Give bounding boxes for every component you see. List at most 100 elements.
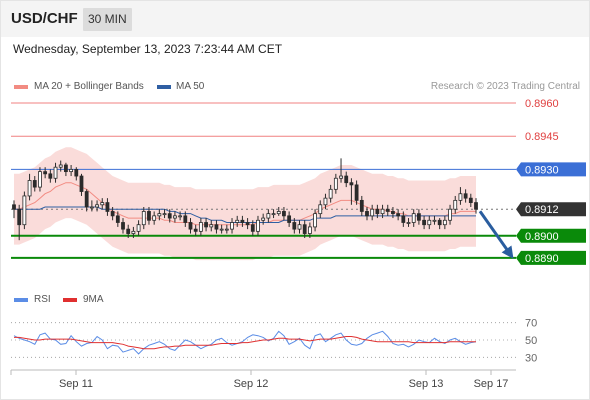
candle-body <box>380 208 385 215</box>
candle-body <box>126 228 131 234</box>
candle-body <box>359 199 364 212</box>
level-label-0.8900: 0.8900 <box>525 231 559 243</box>
level-tag-0.8912 <box>516 202 586 217</box>
candle-body <box>339 175 343 179</box>
candle-body <box>354 184 359 201</box>
ma50-legend-swatch <box>157 85 171 89</box>
candle-body <box>110 211 115 217</box>
rsi-tick-label: 70 <box>525 318 537 330</box>
forecast-arrow-head <box>501 245 514 259</box>
candle-body <box>271 213 276 216</box>
candle-body <box>349 182 354 186</box>
candle-body <box>282 211 286 217</box>
x-tick-label: Sep 13 <box>409 378 444 390</box>
candle-body <box>198 222 203 232</box>
candle-body <box>365 211 369 217</box>
candle-body <box>79 175 84 192</box>
bollinger-band <box>14 147 476 261</box>
candle-body <box>297 224 302 230</box>
rsi-legend-swatch <box>14 298 28 302</box>
candle-body <box>323 197 328 206</box>
timeframe-badge[interactable]: 30 MIN <box>83 8 132 31</box>
datetime-label: Wednesday, September 13, 2023 7:23:44 AM… <box>13 42 283 56</box>
candle-body <box>147 211 151 221</box>
candle-body <box>302 224 307 234</box>
rsi-tick-label: 50 <box>525 335 537 347</box>
candle-body <box>183 215 188 223</box>
candle-body <box>27 180 32 197</box>
candle-body <box>188 222 193 230</box>
candle-body <box>58 164 63 168</box>
candle-body <box>105 202 110 212</box>
candle-body <box>121 222 125 230</box>
symbol-title: USD/CHF <box>11 10 78 27</box>
candle-body <box>69 169 74 173</box>
rsi-ma9-line <box>14 336 476 350</box>
ma50-legend-label: MA 50 <box>176 81 205 92</box>
candle-body <box>43 171 48 175</box>
candle-body <box>468 197 473 203</box>
candle-body <box>370 208 375 217</box>
candle-body <box>375 208 380 215</box>
ma20-legend-swatch <box>14 85 28 89</box>
candle-body <box>276 211 281 215</box>
candle-body <box>12 204 16 210</box>
candle-body <box>240 219 245 223</box>
candle-body <box>453 199 458 210</box>
candle-body <box>437 219 442 226</box>
candle-body <box>256 219 260 232</box>
ma9-legend-label: 9MA <box>83 294 104 305</box>
candle-body <box>235 219 240 223</box>
level-label-0.8890: 0.8890 <box>525 253 559 265</box>
candle-body <box>115 215 120 223</box>
candle-body <box>427 219 432 226</box>
candle-body <box>193 228 198 232</box>
candle-body <box>385 208 390 212</box>
candle-body <box>406 222 411 224</box>
level-label-0.8960: 0.8960 <box>525 98 559 110</box>
candle-body <box>17 208 22 226</box>
candle-body <box>458 193 463 201</box>
candle-body <box>411 213 416 223</box>
candle-body <box>422 219 426 226</box>
candle-body <box>53 166 58 179</box>
candle-body <box>178 215 183 218</box>
candle-body <box>333 177 338 190</box>
forecast-arrow-shaft <box>478 210 512 255</box>
level-tag-0.8930 <box>516 162 586 177</box>
candle-body <box>344 175 349 184</box>
candle-body <box>162 213 167 216</box>
candle-body <box>64 164 68 173</box>
x-tick-label: Sep 11 <box>59 378 93 390</box>
candle-body <box>204 222 208 228</box>
x-tick-label: Sep 12 <box>234 378 269 390</box>
level-label-0.8930: 0.8930 <box>525 164 559 176</box>
candle-body <box>448 208 452 221</box>
x-tick-label: Sep 17 <box>474 378 509 390</box>
candle-body <box>209 224 214 228</box>
candle-body <box>266 213 271 219</box>
candle-body <box>396 213 401 217</box>
candle-body <box>152 215 157 221</box>
candle-body <box>219 228 224 231</box>
candle-body <box>432 219 437 222</box>
ma20-legend-label: MA 20 + Bollinger Bands <box>34 81 144 92</box>
candle-body <box>261 217 266 221</box>
candle-body <box>474 202 478 210</box>
level-tag-0.8900 <box>516 228 586 243</box>
ma9-legend-swatch <box>63 298 77 302</box>
candle-body <box>38 171 42 188</box>
candle-body <box>442 219 447 226</box>
candle-body <box>89 206 94 209</box>
candle-body <box>214 224 219 230</box>
candle-body <box>292 222 297 230</box>
candle-body <box>245 222 250 226</box>
candle-body <box>84 191 89 208</box>
candle-body <box>250 224 255 232</box>
candle-body <box>32 180 37 188</box>
credit-text: Research © 2023 Trading Central <box>430 81 580 92</box>
candle-body <box>230 222 234 230</box>
level-label-0.8912: 0.8912 <box>525 204 559 216</box>
candle-body <box>95 204 99 208</box>
